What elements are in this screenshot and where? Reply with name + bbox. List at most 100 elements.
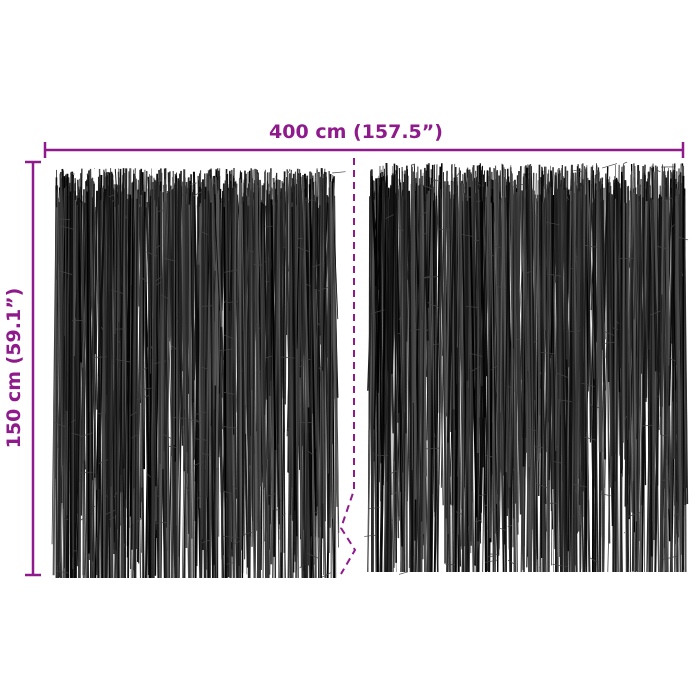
reed-strand bbox=[478, 165, 487, 418]
reed-strand bbox=[524, 270, 533, 275]
reed-strand bbox=[188, 204, 192, 579]
reed-strand bbox=[385, 214, 395, 219]
reed-strand bbox=[413, 163, 420, 333]
reed-strand bbox=[553, 461, 562, 464]
reed-strand bbox=[288, 168, 291, 174]
reed-strand bbox=[474, 519, 482, 523]
reed-strand bbox=[612, 189, 615, 573]
reed-strand bbox=[661, 197, 673, 202]
reed-strand bbox=[601, 401, 604, 404]
reed-strand bbox=[136, 395, 150, 401]
reed-strand bbox=[126, 194, 132, 547]
reed-strand bbox=[550, 170, 557, 573]
reed-strand bbox=[476, 200, 481, 202]
reed-strand bbox=[291, 206, 298, 537]
reed-strand bbox=[563, 189, 568, 360]
height-dimension-line bbox=[25, 160, 41, 577]
reed-strand bbox=[627, 512, 641, 517]
reed-strand bbox=[242, 531, 253, 536]
reed-strand bbox=[232, 484, 238, 490]
reed-strand bbox=[370, 309, 385, 314]
reed-strand bbox=[85, 195, 88, 409]
reed-strand bbox=[571, 515, 574, 519]
reed-strand bbox=[57, 192, 65, 579]
reed-strand bbox=[172, 417, 186, 419]
reed-strand bbox=[295, 205, 299, 579]
reed-strand bbox=[378, 197, 383, 464]
reed-strand bbox=[223, 536, 239, 539]
reed-strand bbox=[666, 464, 669, 466]
reed-strand bbox=[584, 436, 596, 441]
reed-strand bbox=[113, 492, 118, 498]
reed-strand bbox=[597, 171, 604, 573]
reed-strand bbox=[484, 559, 498, 563]
reed-strand bbox=[431, 164, 438, 573]
reed-strand bbox=[316, 322, 321, 326]
reed-strand bbox=[73, 199, 76, 357]
left-screening-panel bbox=[51, 167, 346, 579]
reed-strand bbox=[152, 200, 156, 319]
reed-strand bbox=[532, 445, 544, 449]
reed-strand bbox=[650, 174, 653, 485]
reed-strand bbox=[661, 434, 670, 437]
reed-strand bbox=[471, 366, 480, 372]
reed-strand bbox=[244, 187, 254, 299]
reed-strand bbox=[224, 269, 239, 273]
reed-strand bbox=[279, 499, 282, 503]
reed-strand bbox=[661, 479, 670, 481]
reed-strand bbox=[510, 165, 514, 458]
reed-strand bbox=[589, 557, 597, 562]
reed-strand bbox=[657, 246, 670, 250]
reed-strand bbox=[255, 323, 261, 329]
reed-strand bbox=[69, 191, 72, 579]
reed-strand bbox=[674, 510, 682, 517]
reed-strand bbox=[307, 553, 319, 559]
reed-strand bbox=[167, 445, 176, 448]
reed-strand bbox=[545, 187, 552, 573]
reed-strand bbox=[287, 188, 292, 431]
reed-strand bbox=[152, 360, 167, 365]
reed-strand bbox=[486, 186, 491, 539]
reed-strand bbox=[116, 340, 121, 343]
reed-strand bbox=[280, 200, 286, 579]
reed-strand bbox=[167, 172, 177, 579]
reed-strand bbox=[455, 511, 463, 515]
reed-strand bbox=[295, 246, 310, 252]
reed-strand bbox=[532, 214, 538, 217]
reed-strand bbox=[603, 330, 615, 336]
reed-strand bbox=[485, 454, 496, 459]
reed-strand bbox=[475, 178, 484, 386]
reed-strand bbox=[93, 190, 99, 355]
reed-strand bbox=[274, 179, 281, 427]
reed-strand bbox=[266, 493, 276, 497]
height-label: 150 cm (59.1”) bbox=[3, 288, 25, 449]
reed-strand bbox=[476, 166, 482, 542]
reed-strand bbox=[433, 166, 442, 573]
reed-strand bbox=[246, 196, 252, 436]
reed-strand bbox=[386, 175, 394, 573]
reed-strand bbox=[573, 169, 584, 173]
reed-strand bbox=[155, 281, 162, 286]
reed-strand bbox=[464, 195, 471, 198]
reed-strand bbox=[427, 177, 432, 308]
reed-strand bbox=[512, 183, 525, 187]
reed-strand bbox=[281, 356, 295, 359]
reed-strand bbox=[200, 366, 208, 370]
reed-strand bbox=[174, 175, 177, 462]
reed-strand bbox=[375, 178, 379, 573]
reed-strand bbox=[431, 179, 441, 182]
reed-strand bbox=[650, 310, 661, 316]
reed-strand bbox=[418, 178, 421, 573]
reed-strand bbox=[248, 250, 255, 253]
reed-strand bbox=[567, 330, 581, 332]
reed-strand bbox=[399, 196, 404, 317]
reed-strand bbox=[296, 410, 298, 413]
reed-strand bbox=[302, 174, 310, 408]
reed-strand bbox=[135, 517, 143, 523]
reed-strand bbox=[384, 186, 388, 573]
reed-strand bbox=[71, 432, 82, 436]
reed-strand bbox=[175, 181, 179, 579]
reed-strand bbox=[633, 201, 640, 320]
reed-strand bbox=[535, 180, 539, 573]
